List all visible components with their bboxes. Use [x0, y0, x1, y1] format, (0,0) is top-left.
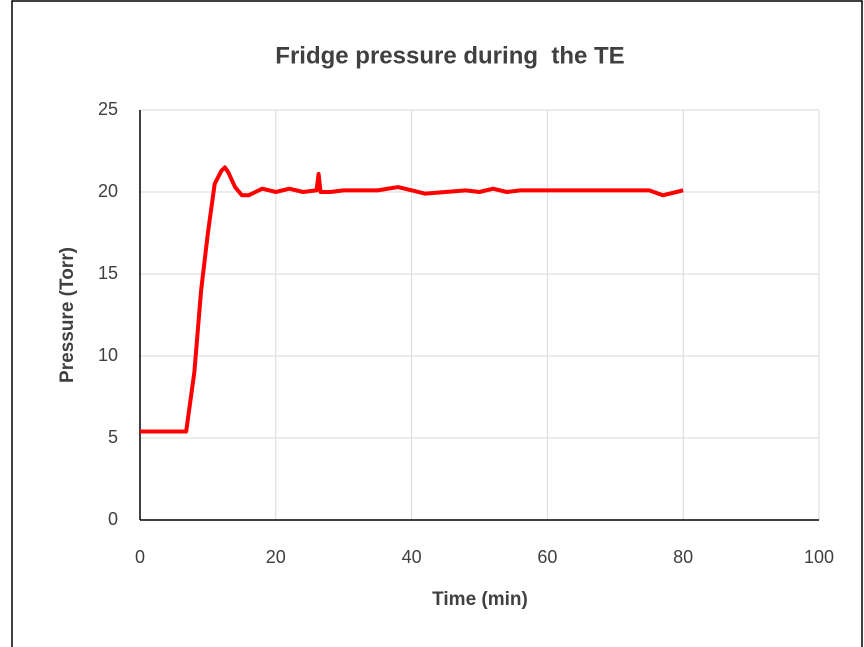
x-tick-label: 0	[135, 547, 145, 567]
x-tick-label: 80	[673, 547, 693, 567]
y-axis-label: Pressure (Torr)	[57, 247, 78, 383]
x-tick-label: 40	[402, 547, 422, 567]
x-axis-label: Time (min)	[432, 589, 528, 610]
y-tick-label: 25	[98, 99, 118, 119]
data-line	[140, 165, 684, 434]
y-tick-label: 10	[98, 345, 118, 365]
x-tick-label: 60	[537, 547, 557, 567]
x-tick-label: 100	[804, 547, 834, 567]
y-tick-label: 0	[108, 509, 118, 529]
chart-border	[11, 0, 863, 647]
y-tick-label: 5	[108, 427, 118, 447]
chart-title: Fridge pressure during the TE	[275, 42, 624, 69]
y-tick-label: 15	[98, 263, 118, 283]
y-tick-label: 20	[98, 181, 118, 201]
x-tick-label: 20	[266, 547, 286, 567]
